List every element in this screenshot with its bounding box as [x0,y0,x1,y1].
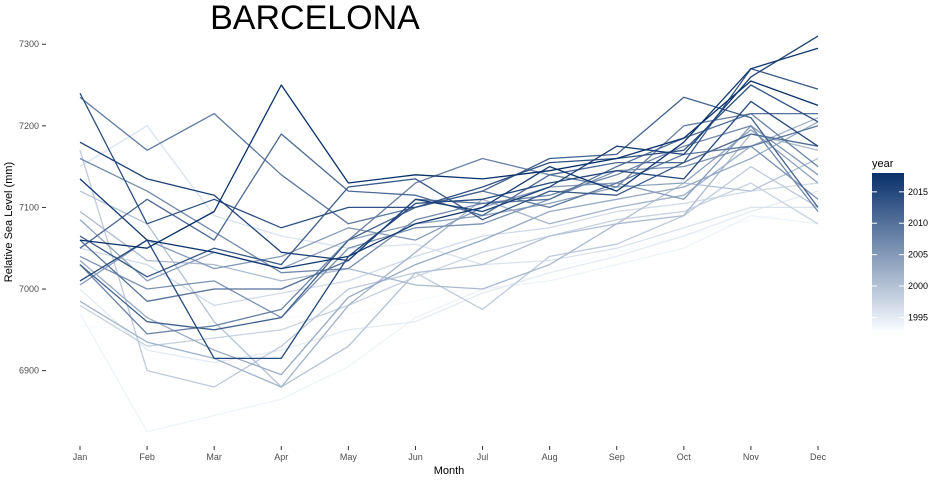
x-tick-label: Jul [477,452,489,462]
plot-area [79,35,819,433]
y-tick-label: 7100 [19,202,39,212]
x-axis-title: Month [434,465,465,477]
series-line-2017 [79,47,819,270]
legend-tick-label: 2015 [908,187,928,197]
series-line-2016 [79,35,819,262]
x-tick-label: Mar [206,452,222,462]
series-line-2000 [79,157,819,388]
y-axis-title: Relative Sea Level (mm) [3,162,15,282]
series-line-2007 [79,125,819,274]
x-tick-label: Sep [609,452,625,462]
series-line-2018 [79,80,819,249]
series-layer [79,35,819,433]
y-axis: 6900 7000 7100 7200 7300 [19,39,46,376]
x-tick-label: Nov [743,452,760,462]
x-tick-label: Oct [677,452,692,462]
series-line-2004 [79,129,819,282]
x-tick-label: Jun [408,452,423,462]
y-tick-label: 7200 [19,121,39,131]
legend-tick-label: 1995 [908,312,928,322]
legend-colorbar [872,173,904,330]
legend-tick-label: 2005 [908,250,928,260]
x-axis: Jan Feb Mar Apr May Jun Jul Aug Sep Oct Nov Dec [73,446,827,462]
y-tick-label: 7000 [19,284,39,294]
chart-title: BARCELONA [210,0,420,37]
series-line-2014 [79,84,819,229]
series-line-2008 [79,112,819,335]
series-line-1995 [79,190,819,364]
x-tick-label: May [340,452,358,462]
series-line-1993 [79,206,819,331]
series-line-2003 [79,121,819,376]
x-tick-label: Aug [542,452,558,462]
legend-title: year [872,158,894,170]
series-line-2013 [79,68,819,278]
y-tick-label: 7300 [19,39,39,49]
legend-tick-label: 2010 [908,218,928,228]
legend-tick-label: 2000 [908,281,928,291]
series-line-1999 [79,150,819,388]
series-line-1994 [79,214,819,433]
legend-ticks: 1995 2000 2005 2010 2015 [872,187,928,322]
series-line-2015 [79,100,819,360]
series-line-2012 [79,96,819,331]
x-tick-label: Jan [73,452,88,462]
x-tick-label: Feb [139,452,155,462]
series-line-2005 [79,125,819,286]
legend: year 1995 2000 2005 2010 2015 [872,158,928,330]
x-tick-label: Apr [274,452,288,462]
y-tick-label: 6900 [19,366,39,376]
series-line-2006 [79,145,819,319]
series-line-1996 [79,125,818,266]
x-tick-label: Dec [810,452,827,462]
